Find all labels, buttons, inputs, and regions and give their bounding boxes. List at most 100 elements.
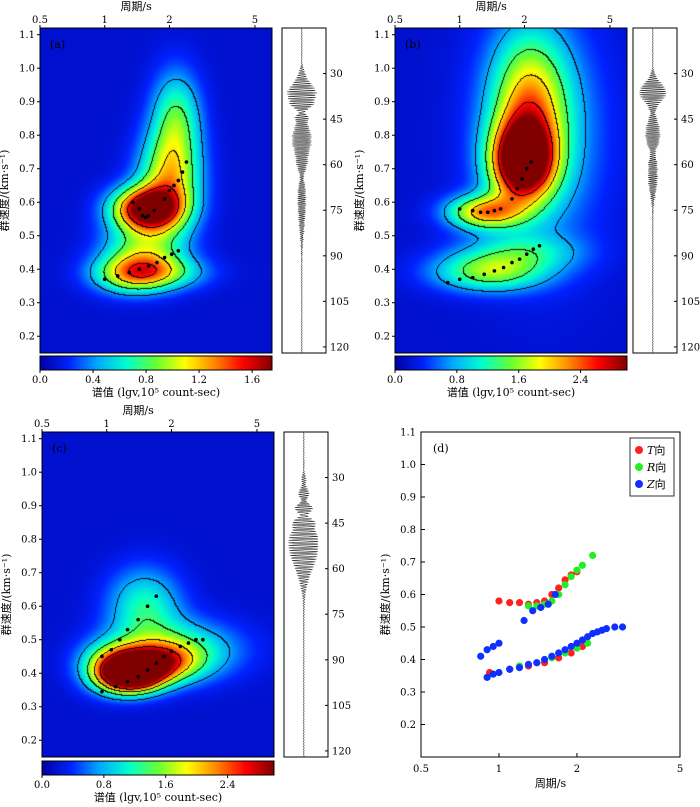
waveform-tick-label-b-1: 45 bbox=[681, 115, 694, 126]
dispersion-dot-b-2 bbox=[478, 210, 483, 215]
point-Z-27 bbox=[602, 625, 611, 633]
y-tick-label-b-9: 1.1 bbox=[374, 30, 390, 41]
y-tick-label-c-2: 0.4 bbox=[21, 669, 37, 680]
x-tick-label-a-0: 0.5 bbox=[32, 15, 48, 26]
y-tick-label-c-9: 1.1 bbox=[21, 434, 37, 445]
y-tick-label-d-3: 0.5 bbox=[400, 623, 416, 634]
dispersion-dot-b-3 bbox=[485, 210, 490, 215]
dispersion-dot-b-4 bbox=[492, 208, 497, 213]
waveform-trace-c bbox=[288, 431, 319, 757]
legend-label-suffix-T: 向 bbox=[654, 443, 665, 457]
x-axis-title-b: 周期/s bbox=[475, 0, 507, 13]
waveform-trace-a bbox=[287, 27, 318, 353]
colorbar-label-c: 谱值 (lgv,10⁵ count-sec) bbox=[94, 790, 222, 804]
y-tick-label-b-2: 0.4 bbox=[374, 265, 390, 276]
x-axis-title-d: 周期/s bbox=[535, 777, 567, 790]
point-R-8 bbox=[578, 561, 587, 569]
point-T-1 bbox=[506, 599, 514, 607]
legend-marker-R bbox=[635, 463, 643, 471]
dispersion-dot-a-16 bbox=[146, 264, 151, 268]
y-tick-label-c-5: 0.7 bbox=[21, 568, 37, 579]
dispersion-dot-b-10 bbox=[529, 160, 533, 164]
y-tick-label-b-3: 0.5 bbox=[374, 231, 390, 242]
legend-label-prefix-R: R bbox=[646, 461, 655, 474]
point-R-6 bbox=[567, 573, 575, 581]
point-Z-14 bbox=[524, 660, 533, 668]
waveform-tick-label-c-0: 30 bbox=[332, 473, 345, 484]
dispersion-dot-b-16 bbox=[501, 265, 506, 270]
point-R-7 bbox=[573, 566, 581, 574]
point-Z-12 bbox=[506, 665, 514, 673]
point-Z-19 bbox=[561, 646, 569, 654]
waveform-trace-b bbox=[639, 27, 667, 353]
x-tick-label-c-2: 2 bbox=[168, 419, 174, 430]
legend-label-suffix-R: 向 bbox=[655, 460, 666, 474]
legend-label-prefix-Z: Z bbox=[646, 478, 655, 491]
panel-d: 0.5 1 2 5 周期/s 0.2 0.3 0.4 0.5 0.6 0.7 0.8 0.9 1.0 1.1… bbox=[378, 428, 683, 791]
colorbar-tick-label-b-3: 2.4 bbox=[573, 375, 589, 386]
y-tick-label-a-0: 0.2 bbox=[19, 332, 35, 343]
y-axis-title-c: 群速度/(km·s⁻¹) bbox=[0, 554, 13, 636]
y-axis-title-a: 群速度/(km·s⁻¹) bbox=[0, 150, 11, 232]
dispersion-dot-c-3 bbox=[125, 627, 130, 632]
y-tick-label-a-2: 0.4 bbox=[19, 265, 35, 276]
legend-marker-Z bbox=[635, 480, 643, 488]
dispersion-dot-c-8 bbox=[113, 684, 118, 689]
plot-frame-b bbox=[394, 27, 628, 354]
x-tick-label-c-1: 1 bbox=[104, 419, 110, 430]
panel-label-b: (b) bbox=[405, 38, 421, 51]
waveform-tick-label-b-6: 120 bbox=[681, 342, 700, 353]
dispersion-dot-a-3 bbox=[143, 215, 148, 220]
y-tick-label-c-8: 1.0 bbox=[21, 468, 37, 479]
dispersion-dot-c-2 bbox=[117, 637, 122, 642]
y-tick-label-b-7: 0.9 bbox=[374, 97, 390, 108]
point-Z-11 bbox=[495, 668, 503, 677]
x-axis-title-c: 周期/s bbox=[122, 404, 154, 417]
y-tick-label-a-7: 0.9 bbox=[19, 97, 35, 108]
x-tick-label-b-2: 2 bbox=[521, 15, 527, 26]
y-tick-label-d-2: 0.4 bbox=[400, 655, 416, 666]
dispersion-dot-a-1 bbox=[137, 207, 142, 211]
colorbar-tick-label-c-3: 2.4 bbox=[220, 780, 236, 791]
panel-a: 0.5 1 2 5 周期/s 0.2 0.3 0.4 0.5 0.6 0.7 0.8 0.9 1.0 1.1… bbox=[0, 0, 349, 399]
dispersion-dot-b-17 bbox=[510, 260, 514, 265]
y-tick-label-d-9: 1.1 bbox=[400, 428, 416, 439]
point-T-0 bbox=[495, 597, 503, 605]
waveform-frame-c bbox=[283, 431, 329, 758]
y-tick-label-b-4: 0.6 bbox=[374, 198, 390, 209]
dispersion-dot-a-4 bbox=[146, 213, 151, 218]
dispersion-dot-c-17 bbox=[194, 637, 198, 642]
y-tick-label-a-4: 0.6 bbox=[19, 198, 35, 209]
dispersion-dot-c-15 bbox=[178, 644, 183, 649]
point-T-7 bbox=[555, 584, 563, 592]
dispersion-dot-b-15 bbox=[492, 269, 497, 273]
x-tick-label-a-2: 2 bbox=[166, 15, 172, 26]
dispersion-dot-a-9 bbox=[176, 178, 181, 183]
dispersion-dot-a-5 bbox=[152, 208, 157, 213]
plot-frame-a bbox=[39, 27, 273, 354]
colorbar-label-a: 谱值 (lgv,10⁵ count-sec) bbox=[92, 385, 220, 399]
point-Z-0 bbox=[477, 652, 485, 660]
colorbar-tick-label-c-0: 0.0 bbox=[34, 780, 50, 791]
x-tick-label-a-3: 5 bbox=[252, 15, 258, 26]
x-tick-label-b-3: 5 bbox=[607, 15, 613, 26]
point-T-2 bbox=[515, 599, 524, 607]
point-Z-28 bbox=[611, 623, 619, 631]
colorbar-tick-label-c-2: 1.6 bbox=[158, 780, 174, 791]
y-tick-label-b-6: 0.8 bbox=[374, 131, 390, 142]
y-axis-title-b: 群速度/(km·s⁻¹) bbox=[352, 150, 366, 232]
dispersion-dot-b-13 bbox=[470, 275, 475, 280]
point-Z-2 bbox=[489, 642, 497, 651]
dispersion-dot-c-6 bbox=[154, 594, 159, 598]
y-tick-label-d-6: 0.8 bbox=[400, 525, 416, 536]
point-R-9 bbox=[589, 551, 597, 560]
waveform-tick-label-c-6: 120 bbox=[332, 746, 351, 757]
colorbar-tick-label-c-1: 0.8 bbox=[96, 780, 112, 791]
point-Z-22 bbox=[578, 636, 587, 644]
dispersion-dot-b-7 bbox=[515, 187, 519, 191]
point-Z-5 bbox=[529, 607, 537, 615]
dispersion-dot-b-1 bbox=[470, 208, 475, 213]
panel-label-c: (c) bbox=[52, 442, 67, 455]
